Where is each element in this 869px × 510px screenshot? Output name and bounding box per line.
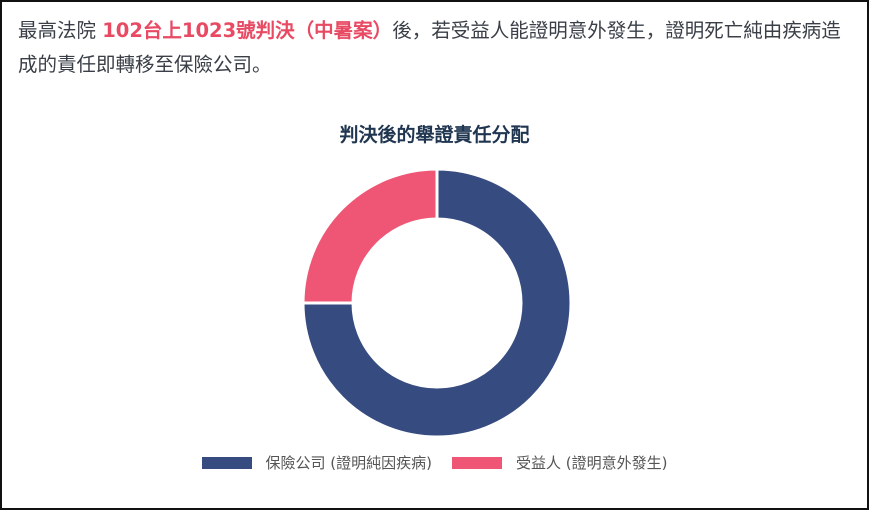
text-suffix: 後，若受益人能證明意外發生，證明死亡純由疾病造成的責任即轉移至保險公司。 <box>18 19 841 76</box>
chart-legend: 保險公司 (證明純因疾病) 受益人 (證明意外發生) <box>0 452 869 473</box>
legend-item-insurer[interactable]: 保險公司 (證明純因疾病) <box>201 452 432 473</box>
legend-label-beneficiary: 受益人 (證明意外發生) <box>516 454 668 472</box>
chart-title: 判決後的舉證責任分配 <box>339 124 530 146</box>
legend-item-beneficiary[interactable]: 受益人 (證明意外發生) <box>452 452 667 473</box>
case-reference: 102台上1023號判決（中暑案） <box>102 19 393 42</box>
slice-beneficiary[interactable] <box>301 167 439 305</box>
description-paragraph: 最高法院 102台上1023號判決（中暑案）後，若受益人能證明意外發生，證明死亡… <box>18 14 858 82</box>
text-prefix: 最高法院 <box>18 19 103 42</box>
legend-swatch-beneficiary <box>452 456 502 469</box>
slice-insurer[interactable] <box>301 167 573 439</box>
legend-swatch-insurer <box>201 456 252 469</box>
legend-label-insurer: 保險公司 (證明純因疾病) <box>265 454 432 472</box>
